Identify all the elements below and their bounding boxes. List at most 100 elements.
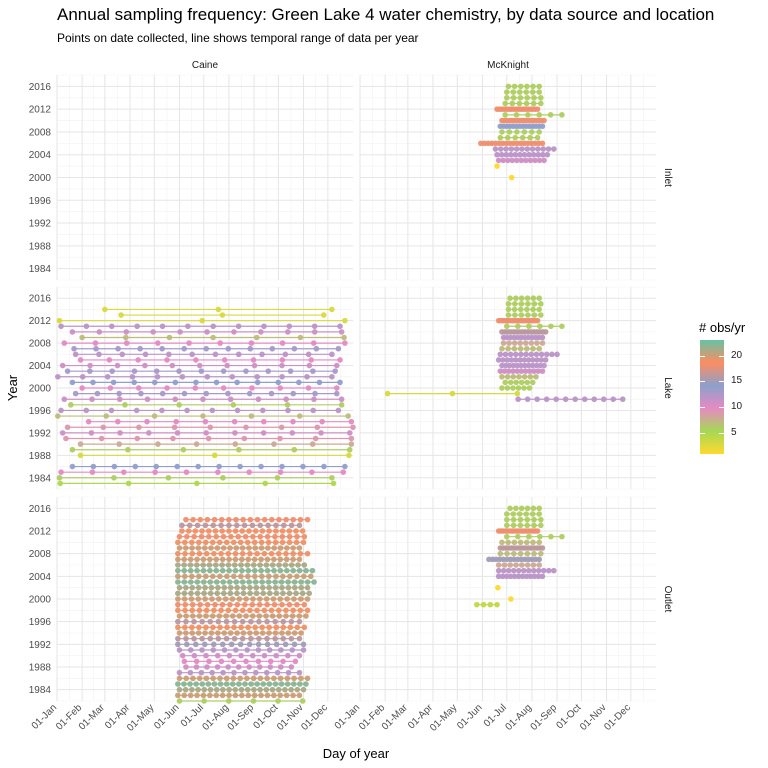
- sample-point: [518, 368, 525, 374]
- sample-point: [116, 441, 123, 447]
- sample-point: [183, 613, 189, 619]
- sample-point: [266, 528, 272, 534]
- sample-point: [201, 545, 208, 551]
- sample-point: [250, 533, 256, 540]
- sample-point: [230, 539, 237, 546]
- sample-point: [220, 474, 226, 481]
- legend-tick-mark: [700, 355, 705, 357]
- sample-point: [220, 368, 227, 374]
- sample-point: [288, 522, 295, 529]
- sample-point: [321, 463, 327, 470]
- sample-point: [523, 539, 530, 546]
- sample-point: [288, 562, 295, 568]
- sample-point: [231, 624, 237, 631]
- y-tick-label: 2008: [29, 549, 52, 560]
- sample-point: [290, 516, 297, 523]
- sample-point: [235, 323, 242, 330]
- sample-point: [504, 385, 511, 391]
- sample-point: [319, 418, 325, 425]
- sample-point: [531, 516, 537, 523]
- sample-point: [72, 390, 79, 397]
- sample-point: [581, 396, 588, 403]
- sample-point: [539, 368, 546, 374]
- sample-point: [223, 681, 230, 687]
- sample-point: [297, 681, 303, 687]
- sample-point: [240, 630, 247, 636]
- sample-point: [530, 505, 537, 512]
- sample-point: [538, 301, 544, 307]
- facet-label-outlet: Outlet: [662, 586, 673, 613]
- sample-point: [211, 681, 218, 687]
- sample-point: [518, 157, 525, 164]
- sample-point: [509, 100, 516, 107]
- sample-point: [301, 533, 308, 540]
- sample-point: [261, 516, 268, 523]
- sample-point: [182, 624, 188, 631]
- sample-point: [514, 157, 520, 164]
- sample-point: [521, 151, 528, 158]
- sample-point: [276, 516, 282, 523]
- sample-point: [231, 418, 238, 425]
- sample-point: [269, 345, 276, 352]
- sample-point: [295, 562, 301, 568]
- sample-point: [311, 323, 318, 330]
- sample-point: [290, 681, 297, 687]
- sample-point: [540, 146, 547, 152]
- sample-point: [530, 83, 536, 90]
- sample-point: [216, 463, 222, 470]
- sample-point: [213, 556, 220, 563]
- sample-point: [284, 596, 290, 602]
- sample-point: [264, 635, 270, 642]
- sample-point: [288, 618, 295, 625]
- sample-point: [258, 692, 264, 699]
- sample-point: [536, 539, 543, 546]
- sample-point: [221, 357, 228, 363]
- sample-point: [275, 607, 282, 614]
- sample-point: [277, 545, 284, 551]
- sample-point: [191, 533, 197, 540]
- legend-tick-mark: [719, 381, 724, 383]
- sample-point: [524, 522, 531, 529]
- sample-point: [510, 89, 517, 95]
- sample-point: [249, 601, 256, 608]
- sample-point: [176, 584, 183, 591]
- sample-point: [266, 573, 272, 580]
- x-tick-label: 01-Jun: [455, 702, 484, 731]
- sample-point: [289, 430, 296, 436]
- sample-point: [246, 641, 253, 648]
- sample-point: [296, 618, 303, 625]
- sample-point: [225, 390, 231, 397]
- sample-point: [526, 151, 532, 158]
- sample-point: [524, 146, 531, 152]
- sample-point: [518, 505, 525, 512]
- sample-point: [290, 556, 296, 563]
- sample-point: [207, 590, 214, 597]
- sample-point: [508, 146, 515, 152]
- sample-point: [154, 373, 161, 380]
- y-tick-label: 1992: [29, 219, 52, 230]
- sample-point: [506, 129, 513, 135]
- sample-point: [217, 573, 223, 580]
- sample-point: [242, 669, 248, 676]
- sample-point: [249, 522, 256, 529]
- sample-point: [348, 435, 355, 442]
- y-tick-label: 2016: [29, 504, 52, 515]
- sample-point: [505, 345, 511, 352]
- sample-point: [71, 345, 77, 352]
- sample-point: [301, 624, 308, 631]
- sample-point: [189, 601, 196, 608]
- sample-point: [285, 407, 291, 414]
- y-tick-label: 2000: [29, 595, 52, 606]
- sample-point: [259, 528, 266, 534]
- sample-point: [268, 550, 275, 557]
- sample-point: [238, 562, 244, 568]
- sample-point: [177, 329, 183, 335]
- sample-point: [63, 435, 69, 442]
- sample-point: [226, 528, 232, 534]
- sample-point: [297, 596, 304, 602]
- sample-point: [276, 613, 283, 619]
- sample-point: [226, 567, 232, 574]
- sample-point: [189, 550, 196, 557]
- sample-point: [572, 396, 578, 403]
- sample-point: [183, 618, 189, 625]
